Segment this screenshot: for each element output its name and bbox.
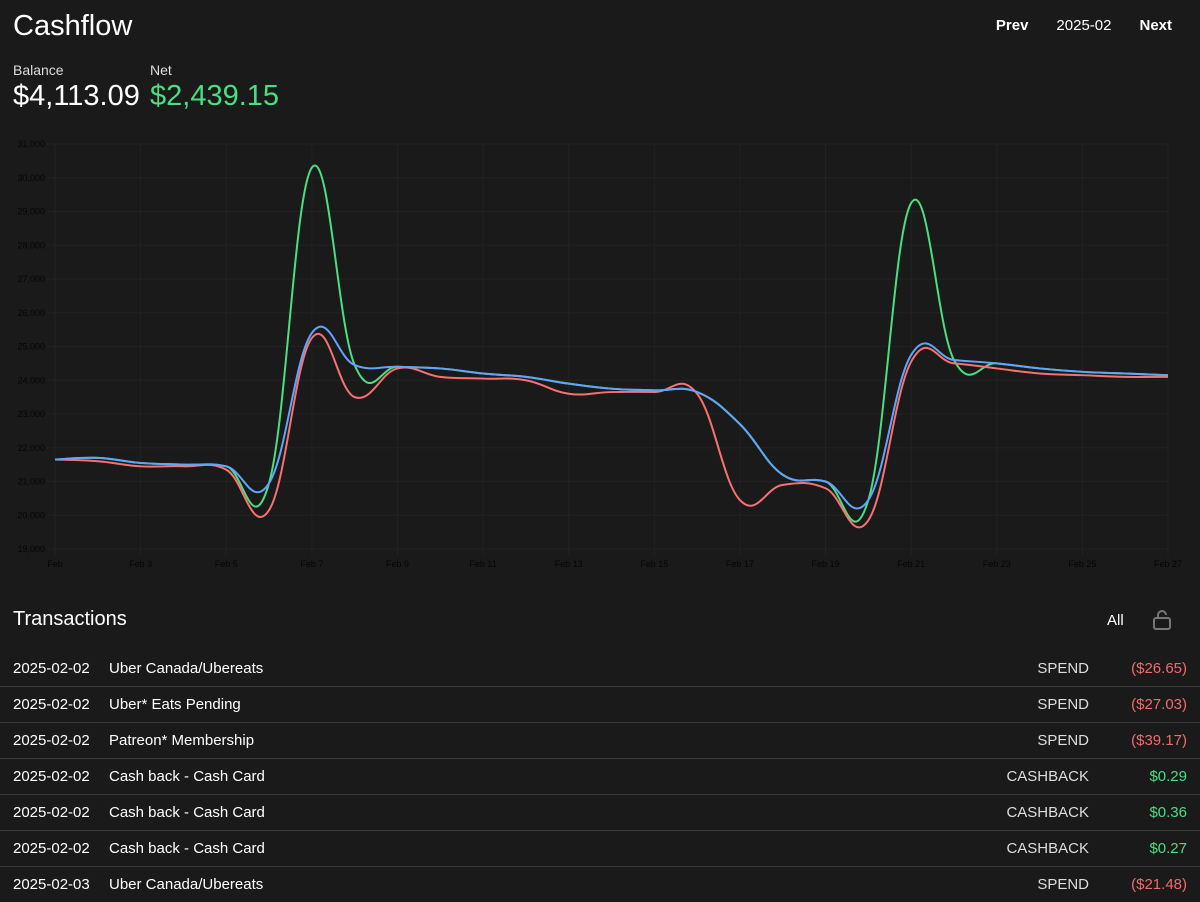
net-label: Net	[150, 62, 172, 78]
transaction-row[interactable]: 2025-02-02 Cash back - Cash Card CASHBACK $…	[0, 831, 1200, 867]
transaction-date: 2025-02-02	[13, 732, 90, 749]
net-stat: Net $2,439.15	[150, 62, 279, 113]
y-tick-label: 22,000	[17, 443, 45, 453]
balance-stat: Balance $4,113.09	[13, 62, 140, 113]
y-tick-label: 24,000	[17, 375, 45, 385]
x-tick-label: Feb 13	[555, 559, 583, 569]
x-tick-label: Feb 7	[300, 559, 323, 569]
transaction-row[interactable]: 2025-02-02 Uber* Eats Pending SPEND ($27.03…	[0, 687, 1200, 723]
y-tick-label: 31,000	[17, 139, 45, 149]
transactions-heading: Transactions	[13, 608, 127, 630]
prev-button[interactable]: Prev	[995, 17, 1029, 34]
balance-value: $4,113.09	[13, 80, 140, 112]
transaction-name: Uber Canada/Ubereats	[109, 660, 264, 677]
transaction-amount: $0.36	[1149, 804, 1187, 821]
y-tick-label: 19,000	[17, 544, 45, 554]
y-tick-label: 30,000	[17, 173, 45, 183]
x-tick-label: Feb 15	[640, 559, 668, 569]
filter-all-button[interactable]: All	[1107, 612, 1124, 629]
y-tick-label: 21,000	[17, 477, 45, 487]
transaction-date: 2025-02-02	[13, 660, 90, 677]
transaction-amount: ($26.65)	[1131, 660, 1187, 677]
series-line-red	[54, 333, 1169, 529]
transaction-row[interactable]: 2025-02-02 Cash back - Cash Card CASHBACK $…	[0, 759, 1200, 795]
y-tick-label: 27,000	[17, 274, 45, 284]
transaction-type: CASHBACK	[1006, 840, 1089, 857]
transaction-amount: ($21.48)	[1131, 876, 1187, 893]
transaction-date: 2025-02-02	[13, 696, 90, 713]
x-tick-label: Feb 9	[386, 559, 409, 569]
y-tick-label: 20,000	[17, 510, 45, 520]
y-tick-label: 26,000	[17, 308, 45, 318]
y-tick-label: 25,000	[17, 342, 45, 352]
transaction-row[interactable]: 2025-02-02 Uber Canada/Ubereats SPEND ($26.…	[0, 651, 1200, 687]
series-line-blue	[54, 325, 1169, 510]
y-tick-label: 28,000	[17, 240, 45, 250]
transaction-amount: ($39.17)	[1131, 732, 1187, 749]
transaction-name: Cash back - Cash Card	[109, 840, 265, 857]
transaction-type: SPEND	[1037, 696, 1089, 713]
next-button[interactable]: Next	[1139, 17, 1172, 34]
y-tick-label: 29,000	[17, 207, 45, 217]
transaction-date: 2025-02-02	[13, 804, 90, 821]
transaction-row[interactable]: 2025-02-02 Cash back - Cash Card CASHBACK $…	[0, 795, 1200, 831]
transaction-type: CASHBACK	[1006, 804, 1089, 821]
period-nav: Prev 2025-02 Next	[996, 17, 1200, 34]
x-tick-label: Feb 21	[897, 559, 925, 569]
x-tick-label: Feb 19	[812, 559, 840, 569]
transaction-type: SPEND	[1037, 732, 1089, 749]
transaction-amount: $0.27	[1149, 840, 1187, 857]
transaction-type: SPEND	[1037, 660, 1089, 677]
transaction-date: 2025-02-03	[13, 876, 90, 893]
x-tick-label: Feb 23	[983, 559, 1011, 569]
transaction-amount: $0.29	[1149, 768, 1187, 785]
transaction-amount: ($27.03)	[1131, 696, 1187, 713]
x-tick-label: Feb 3	[129, 559, 152, 569]
transaction-type: CASHBACK	[1006, 768, 1089, 785]
transaction-name: Uber Canada/Ubereats	[109, 876, 264, 893]
transactions-list: 2025-02-02 Uber Canada/Ubereats SPEND ($26.…	[0, 651, 1200, 902]
transaction-name: Cash back - Cash Card	[109, 768, 265, 785]
cashflow-chart: 19,000 20,000 21,000 22,000 23,000 24,000 25,0…	[17, 139, 1182, 569]
current-period: 2025-02	[1056, 17, 1112, 34]
y-tick-label: 23,000	[17, 409, 45, 419]
transaction-name: Cash back - Cash Card	[109, 804, 265, 821]
x-tick-label: Feb 5	[215, 559, 238, 569]
x-tick-label: Feb 25	[1068, 559, 1096, 569]
transaction-row[interactable]: 2025-02-02 Patreon* Membership SPEND ($39.1…	[0, 723, 1200, 759]
unlock-icon[interactable]	[1152, 609, 1172, 636]
transaction-name: Patreon* Membership	[109, 732, 255, 749]
transaction-date: 2025-02-02	[13, 768, 90, 785]
transaction-type: SPEND	[1037, 876, 1089, 893]
page-title: Cashflow	[13, 10, 133, 42]
x-tick-label: Feb	[47, 559, 63, 569]
transaction-name: Uber* Eats Pending	[109, 696, 241, 713]
x-tick-label: Feb 17	[726, 559, 754, 569]
x-tick-label: Feb 27	[1154, 559, 1182, 569]
balance-label: Balance	[13, 62, 64, 78]
transaction-row[interactable]: 2025-02-03 Uber Canada/Ubereats SPEND ($21.…	[0, 867, 1200, 902]
transaction-date: 2025-02-02	[13, 840, 90, 857]
x-tick-label: Feb 11	[469, 559, 496, 569]
net-value: $2,439.15	[150, 80, 280, 112]
